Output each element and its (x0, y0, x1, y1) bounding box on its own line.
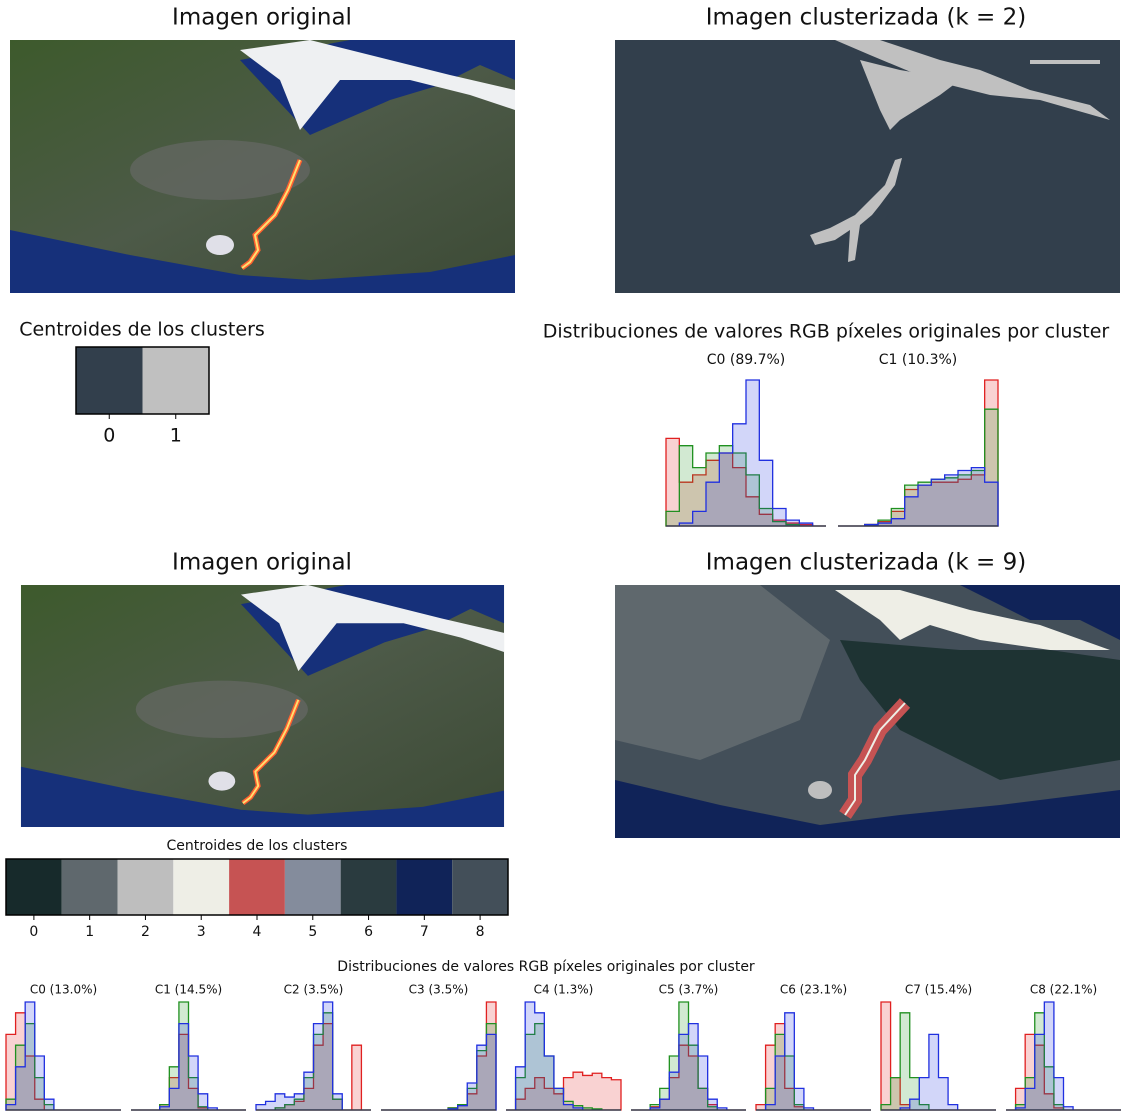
centroid-swatch (284, 859, 341, 915)
cluster-label: C2 (3.5%) (284, 983, 344, 997)
centroid-swatch (117, 859, 174, 915)
histogram (131, 1022, 246, 1111)
cluster-label: C5 (3.7%) (659, 983, 719, 997)
clustered-image (615, 585, 1120, 838)
image-title: Imagen original (172, 5, 352, 31)
image-title: Imagen clusterizada (k = 2) (706, 5, 1027, 31)
centroid-swatch (142, 347, 209, 414)
cluster-label: C1 (10.3%) (879, 352, 958, 368)
centroid-swatch (76, 347, 143, 414)
original-image (21, 585, 504, 827)
centroid-swatch (340, 859, 397, 915)
image-title: Imagen original (172, 550, 352, 576)
cluster-label: C1 (14.5%) (155, 983, 222, 997)
histogram (631, 1022, 746, 1111)
centroids-title: Centroides de los clusters (167, 838, 348, 854)
cluster-label: C0 (13.0%) (30, 983, 97, 997)
image-title: Imagen clusterizada (k = 9) (706, 550, 1027, 576)
centroid-label: 1 (85, 924, 94, 940)
centroid-swatch (396, 859, 453, 915)
centroids-title: Centroides de los clusters (19, 319, 265, 341)
original-image (10, 40, 515, 293)
centroid-swatch (6, 859, 62, 915)
swatch-frame (75, 346, 210, 415)
swatch-frame (5, 858, 509, 916)
centroid-label: 0 (29, 924, 38, 940)
centroid-label: 6 (364, 924, 373, 940)
centroid-swatch (61, 859, 118, 915)
centroid-label: 0 (103, 425, 115, 447)
centroid-label: 8 (476, 924, 485, 940)
histogram (381, 1033, 497, 1111)
cluster-label: C3 (3.5%) (409, 983, 469, 997)
centroid-swatch (229, 859, 285, 915)
distributions-title: Distribuciones de valores RGB píxeles or… (543, 321, 1110, 343)
centroid-label: 2 (141, 924, 150, 940)
cluster-label: C6 (23.1%) (780, 983, 847, 997)
cluster-label: C8 (22.1%) (1030, 983, 1097, 997)
cluster-label: C0 (89.7%) (707, 352, 786, 368)
histogram (838, 466, 999, 527)
centroid-label: 4 (253, 924, 262, 940)
clustered-image (615, 40, 1120, 293)
centroid-swatch (173, 859, 230, 915)
cluster-label: C4 (1.3%) (534, 983, 594, 997)
centroid-swatch (452, 859, 508, 915)
centroid-label: 5 (308, 924, 317, 940)
centroid-label: 3 (197, 924, 206, 940)
distributions-title: Distribuciones de valores RGB píxeles or… (337, 959, 755, 975)
centroid-label: 1 (170, 425, 182, 447)
cluster-label: C7 (15.4%) (905, 983, 972, 997)
centroid-label: 7 (420, 924, 429, 940)
histogram (666, 379, 826, 527)
